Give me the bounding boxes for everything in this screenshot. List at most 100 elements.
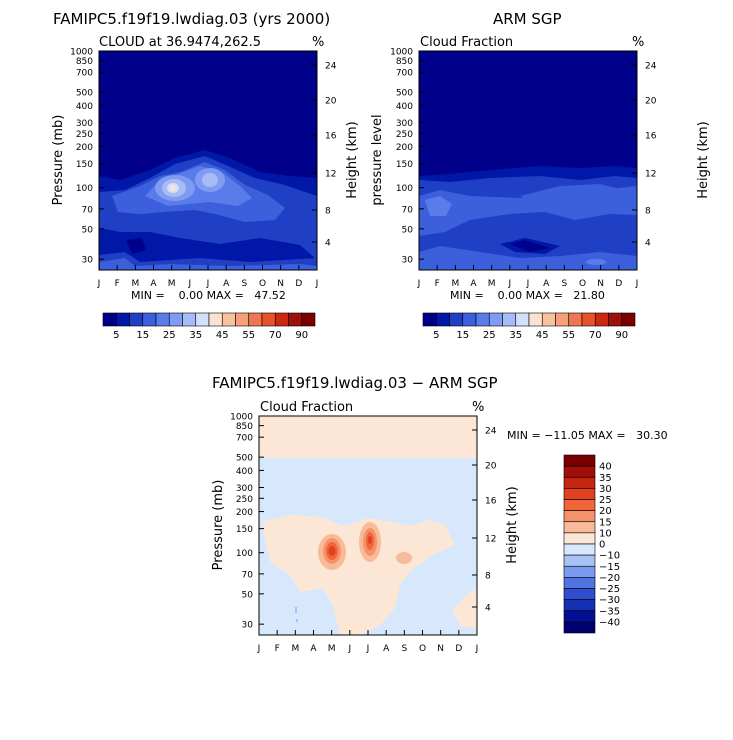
diff-contour-25 — [328, 546, 336, 556]
colorbar-swatch — [235, 312, 250, 327]
colorbar-swatch — [563, 476, 596, 489]
colorbar-swatch — [555, 312, 570, 327]
pressure-tick-label: 30 — [82, 256, 94, 266]
pressure-tick-label: 1000 — [230, 413, 253, 423]
diff-contour-neg-15 — [295, 607, 297, 613]
month-tick-label: M — [451, 279, 459, 289]
month-tick-label: F — [275, 644, 280, 654]
colorbar-label: 10 — [599, 528, 612, 539]
pressure-tick-label: 250 — [236, 495, 253, 505]
height-tick-label: 12 — [485, 535, 496, 545]
pressure-tick-label: 400 — [76, 102, 93, 112]
colorbar-swatch — [563, 621, 596, 634]
colorbar-label: 5 — [433, 330, 439, 341]
colorbar-label: −10 — [599, 551, 620, 562]
height-tick-label: 20 — [485, 462, 497, 472]
height-tick-label: 8 — [325, 207, 331, 217]
month-tick-label: S — [561, 279, 567, 289]
colorbar-swatch — [608, 312, 623, 327]
colorbar-swatch — [563, 588, 596, 600]
colorbar-swatch — [594, 312, 609, 327]
panel-obs-subtitle: Cloud Fraction — [420, 35, 513, 50]
colorbar-swatch — [563, 565, 596, 578]
diff-contour-0-10 — [262, 515, 455, 635]
month-tick-label: J — [348, 644, 352, 654]
colorbar-label: 15 — [136, 330, 149, 341]
colorbar-label: −25 — [599, 584, 620, 595]
month-tick-label: A — [383, 644, 390, 654]
colorbar-label: −35 — [599, 606, 620, 617]
pressure-tick-label: 30 — [242, 621, 254, 631]
colorbar-label: 35 — [509, 330, 522, 341]
colorbar-swatch — [563, 543, 596, 556]
pressure-tick-label: 500 — [76, 89, 93, 99]
obs-contour-20b — [520, 184, 625, 206]
height-tick-label: 8 — [645, 207, 651, 217]
pressure-tick-label: 100 — [396, 184, 413, 194]
colorbar-swatch — [221, 312, 236, 327]
diff-contour-0-10-right — [452, 588, 477, 628]
colorbar-swatch — [462, 312, 477, 327]
month-tick-label: J — [508, 279, 512, 289]
month-tick-label: J — [206, 279, 210, 289]
height-tick-label: 4 — [485, 604, 491, 614]
month-tick-label: S — [401, 644, 407, 654]
month-tick-label: J — [635, 279, 639, 289]
diff-contour-neg-15b — [296, 619, 298, 622]
colorbar-label: 15 — [456, 330, 469, 341]
pressure-tick-label: 300 — [396, 119, 413, 129]
month-tick-label: O — [259, 279, 266, 289]
month-tick-label: J — [475, 644, 479, 654]
model-contour-45 — [170, 185, 176, 191]
pressure-tick-label: 70 — [402, 205, 414, 215]
colorbar-label: 55 — [562, 330, 575, 341]
pressure-tick-label: 200 — [76, 143, 93, 153]
colorbar-label: 25 — [163, 330, 176, 341]
month-tick-label: D — [615, 279, 622, 289]
month-tick-label: M — [328, 644, 336, 654]
pressure-tick-label: 200 — [396, 143, 413, 153]
month-tick-label: M — [168, 279, 176, 289]
colorbar-label: 35 — [599, 473, 612, 484]
month-tick-label: J — [366, 644, 370, 654]
month-tick-label: N — [597, 279, 604, 289]
colorbar-swatch — [541, 312, 556, 327]
colorbar-label: 45 — [536, 330, 549, 341]
colorbar-label: 55 — [242, 330, 255, 341]
pressure-tick-label: 1000 — [70, 48, 93, 58]
colorbar-swatch — [502, 312, 517, 327]
height-tick-label: 20 — [645, 97, 657, 107]
pressure-tick-label: 50 — [82, 225, 94, 235]
panel-obs-ylabel: pressure level — [370, 114, 385, 205]
height-tick-label: 16 — [485, 497, 497, 507]
colorbar-swatch — [563, 488, 596, 500]
colorbar-swatch — [563, 577, 596, 589]
panel-obs-minmax: MIN = 0.00 MAX = 21.80 — [450, 289, 605, 302]
pressure-tick-label: 400 — [396, 102, 413, 112]
colorbar-label: 0 — [599, 540, 605, 551]
colorbar-swatch — [528, 312, 543, 327]
colorbar-swatch — [301, 312, 316, 327]
pressure-tick-label: 250 — [396, 130, 413, 140]
month-tick-label: J — [257, 644, 261, 654]
colorbar-swatch — [621, 312, 636, 327]
obs-low-cloud-25 — [586, 259, 606, 265]
colorbar-label: 45 — [216, 330, 229, 341]
month-tick-label: A — [310, 644, 317, 654]
month-tick-label: O — [579, 279, 586, 289]
pressure-tick-label: 100 — [236, 549, 253, 559]
colorbar-swatch — [568, 312, 583, 327]
panel-obs-ylabel-right: Height (km) — [696, 121, 711, 198]
colorbar-swatch — [563, 465, 596, 478]
colorbar-label: −20 — [599, 573, 620, 584]
obs-contour-25 — [425, 196, 452, 216]
height-tick-label: 16 — [325, 132, 337, 142]
colorbar-label: 20 — [599, 506, 612, 517]
height-tick-label: 16 — [645, 132, 657, 142]
colorbar-swatch — [142, 312, 157, 327]
pressure-tick-label: 200 — [236, 508, 253, 518]
panel-diff-subtitle: Cloud Fraction — [260, 400, 353, 415]
colorbar-swatch — [581, 312, 596, 327]
